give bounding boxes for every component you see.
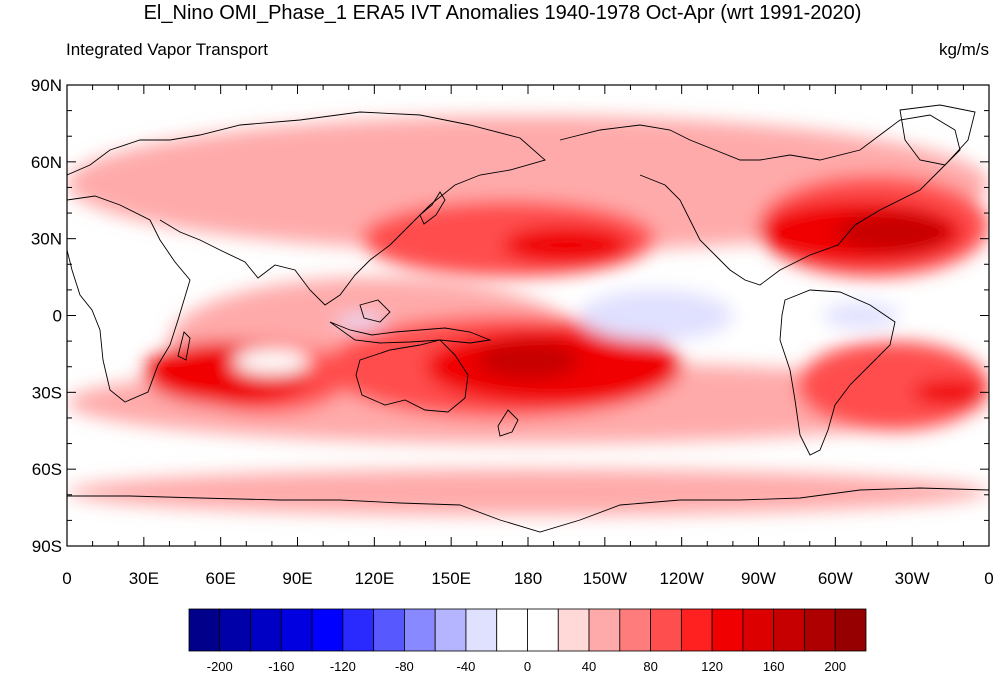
colorbar-swatch: [680, 608, 713, 652]
colorbar-label: 120: [701, 659, 723, 674]
coastline-eurasia: [67, 111, 546, 306]
colorbar-label: 160: [763, 659, 785, 674]
colorbar-swatch: [742, 608, 775, 652]
lon-tick-label: 150E: [431, 569, 471, 588]
lat-tick-label: 30N: [31, 230, 62, 249]
colorbar-swatch: [373, 608, 405, 652]
coastline-new-zealand: [497, 409, 519, 437]
anomaly-region-2: [67, 115, 989, 252]
lon-tick-label: 120W: [659, 569, 703, 588]
coastline-greenland: [899, 104, 976, 166]
colorbar-swatch: [250, 608, 282, 652]
lon-tick-label: 150W: [583, 569, 627, 588]
anomaly-region-8: [796, 341, 989, 431]
colorbar: -200 -160 -120 -80 -40 0 40 80 120 160 200: [188, 608, 867, 674]
colorbar-swatch: [465, 608, 498, 652]
anomaly-region-11: [502, 225, 631, 265]
field-units: kg/m/s: [938, 40, 989, 59]
anomaly-region-14: [476, 341, 580, 380]
field-name: Integrated Vapor Transport: [66, 40, 268, 59]
anomaly-region-19: [233, 348, 311, 375]
lon-tick-label: 90E: [282, 569, 312, 588]
lat-tick-label: 90N: [31, 76, 62, 95]
anomaly-region-17: [822, 302, 900, 329]
colorbar-label: -200: [207, 659, 233, 674]
lon-tick-label: 180: [514, 569, 542, 588]
colorbar-label: -40: [457, 659, 476, 674]
colorbar-swatch: [588, 608, 621, 652]
lon-tick-label: 0: [984, 569, 993, 588]
colorbar-label: -120: [330, 659, 356, 674]
colorbar-label: 0: [524, 659, 531, 674]
coastline-south-america: [779, 289, 896, 456]
coastline-madagascar: [177, 331, 191, 361]
colorbar-swatch: [219, 608, 251, 652]
colorbar-swatch: [527, 608, 559, 652]
colorbar-swatch: [311, 608, 344, 652]
lat-tick-label: 30S: [32, 383, 62, 402]
anomaly-region-1: [67, 469, 989, 516]
colorbar-swatch: [188, 608, 221, 652]
lon-tick-label: 60E: [206, 569, 236, 588]
ivt-anomaly-field: [67, 115, 989, 516]
lon-tick-label: 60W: [818, 569, 853, 588]
coastlines: [67, 104, 989, 533]
colorbar-swatch: [404, 608, 436, 652]
coastline-japan: [419, 191, 446, 225]
lat-tick-label: 60N: [31, 153, 62, 172]
coastline-africa: [67, 195, 191, 403]
colorbar-swatch: [280, 608, 313, 652]
lat-tick-label: 60S: [32, 460, 62, 479]
plot-title: El_Nino OMI_Phase_1 ERA5 IVT Anomalies 1…: [143, 2, 862, 24]
lat-tick-label: 90S: [32, 537, 62, 556]
colorbar-swatch: [650, 608, 682, 652]
lon-tick-label: 30E: [129, 569, 159, 588]
colorbar-label: 40: [582, 659, 596, 674]
anomaly-region-13: [912, 379, 989, 406]
lon-tick-label: 90W: [741, 569, 776, 588]
colorbar-label: 80: [643, 659, 657, 674]
coastline-australia: [355, 339, 469, 413]
coastline-north-america: [559, 114, 961, 286]
colorbar-swatch: [619, 608, 651, 652]
colorbar-label: 200: [824, 659, 846, 674]
lon-tick-label: 120E: [354, 569, 394, 588]
anomaly-region-18: [335, 315, 388, 329]
coastline-borneo: [359, 299, 391, 323]
coastline-indonesia: [329, 321, 492, 344]
lon-tick-label: 0: [62, 569, 71, 588]
colorbar-swatch: [342, 608, 375, 652]
colorbar-swatch: [773, 608, 805, 652]
colorbar-label: -80: [395, 659, 414, 674]
anomaly-region-16: [579, 289, 733, 342]
colorbar-swatch: [434, 608, 467, 652]
anomaly-region-15: [835, 213, 951, 252]
lat-tick-label: 0: [53, 307, 62, 326]
colorbar-swatch: [804, 608, 836, 652]
colorbar-swatch: [834, 608, 867, 652]
colorbar-swatch: [711, 608, 744, 652]
colorbar-label: -160: [268, 659, 294, 674]
lon-tick-label: 30W: [895, 569, 930, 588]
colorbar-swatch: [496, 608, 528, 652]
colorbar-swatch: [557, 608, 590, 652]
coastline-antarctica: [67, 487, 989, 533]
